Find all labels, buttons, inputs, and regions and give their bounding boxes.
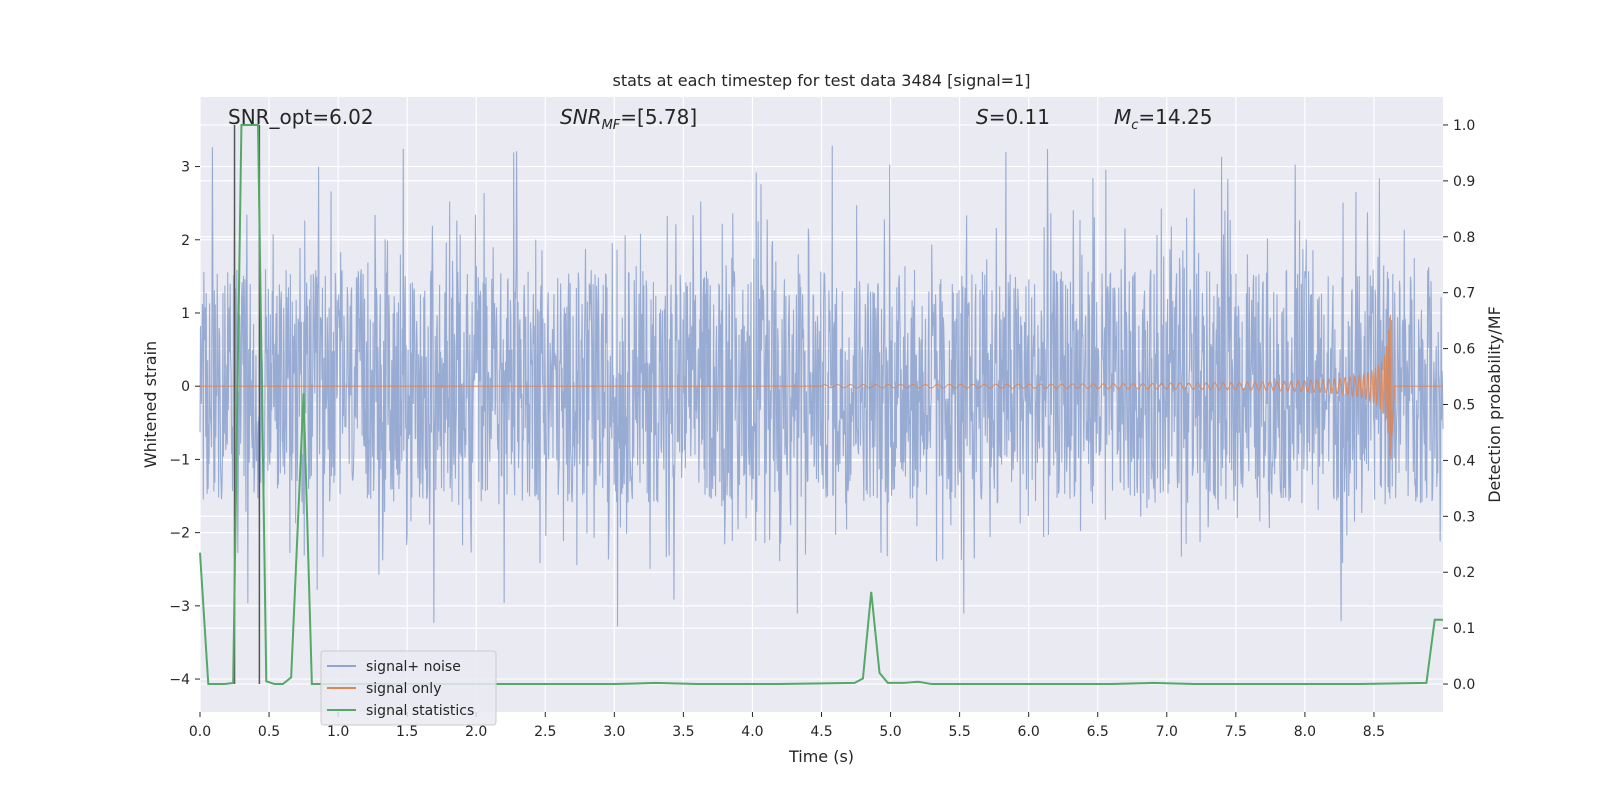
x-tick-label: 3.0 <box>603 724 625 740</box>
x-tick-label: 3.5 <box>672 724 694 740</box>
chart-title: stats at each timestep for test data 348… <box>612 71 1030 90</box>
x-tick-label: 2.5 <box>534 724 556 740</box>
x-tick-label: 0.0 <box>189 724 211 740</box>
annotation-s: S=0.11 <box>976 105 1050 129</box>
annotation-s-main: S <box>976 105 989 129</box>
x-tick-label: 6.5 <box>1087 724 1109 740</box>
y-tick-label: 0 <box>181 379 190 395</box>
x-tick-label: 7.5 <box>1225 724 1247 740</box>
y-right-tick-label: 0.9 <box>1453 174 1475 190</box>
annotation-snr-opt: SNR_opt=6.02 <box>228 105 374 129</box>
y-right-tick-label: 0.5 <box>1453 398 1475 414</box>
y-right-tick-label: 0.8 <box>1453 230 1475 246</box>
annotation-snr-mf-value: =[5.78] <box>620 105 697 129</box>
signal-statistics-line <box>199 123 1443 686</box>
y-right-tick-label: 0.2 <box>1453 565 1475 581</box>
signal-statistics-series <box>199 123 1443 686</box>
annotation-mc-sub: c <box>1131 118 1138 133</box>
signal-only-line <box>200 314 1443 460</box>
x-tick-label: 8.0 <box>1294 724 1316 740</box>
x-tick-label: 4.5 <box>810 724 832 740</box>
y-tick-label: −4 <box>169 672 190 688</box>
annotation-snr-mf: SNRMF=[5.78] <box>560 105 697 133</box>
legend: signal+ noise signal only signal statist… <box>320 650 497 726</box>
x-tick-label: 2.0 <box>465 724 487 740</box>
annotation-mc-main: M <box>1114 105 1131 129</box>
y-tick-label: −2 <box>169 526 190 542</box>
x-tick-label: 7.0 <box>1156 724 1178 740</box>
y-tick-label: 2 <box>181 233 190 249</box>
axis-ticks: 0.0 0.5 1.0 1.5 2.0 2.5 3.0 3.5 4.0 4.5 5.0 5.5 6.0 6… <box>169 118 1475 740</box>
y-right-tick-label: 0.0 <box>1453 677 1475 693</box>
annotation-snr-mf-main: SNR <box>560 105 602 129</box>
y-right-tick-label: 1.0 <box>1453 118 1475 134</box>
annotation-mc-value: =14.25 <box>1138 105 1212 129</box>
y-axis-label: Whitened strain <box>141 341 160 468</box>
legend-label-signal-noise: signal+ noise <box>366 659 461 675</box>
y-tick-label: 3 <box>181 160 190 176</box>
y-tick-label: 1 <box>181 306 190 322</box>
annotation-mc: Mc=14.25 <box>1114 105 1212 133</box>
x-tick-label: 8.5 <box>1363 724 1385 740</box>
legend-label-signal-statistics: signal statistics <box>366 703 474 719</box>
annotation-s-value: =0.11 <box>989 105 1050 129</box>
signal-noise-series <box>199 145 1444 627</box>
x-tick-label: 6.0 <box>1018 724 1040 740</box>
y-right-tick-label: 0.3 <box>1453 509 1475 525</box>
x-tick-label: 5.0 <box>879 724 901 740</box>
y-right-tick-label: 0.4 <box>1453 453 1475 469</box>
x-tick-label: 4.0 <box>741 724 763 740</box>
x-axis-label: Time (s) <box>788 747 854 766</box>
signal-noise-line <box>199 145 1444 627</box>
x-tick-label: 1.5 <box>396 724 418 740</box>
legend-box <box>320 650 497 726</box>
x-tick-label: 1.0 <box>327 724 349 740</box>
y-right-tick-label: 0.1 <box>1453 621 1475 637</box>
x-tick-label: 0.5 <box>258 724 280 740</box>
y-tick-label: −3 <box>169 599 190 615</box>
y-axis-right-label: Detection probability/MF <box>1485 306 1504 503</box>
signal-only-series <box>200 314 1443 460</box>
y-right-tick-label: 0.7 <box>1453 286 1475 302</box>
x-tick-label: 5.5 <box>948 724 970 740</box>
y-right-tick-label: 0.6 <box>1453 342 1475 358</box>
legend-label-signal-only: signal only <box>366 681 441 697</box>
annotation-snr-mf-sub: MF <box>602 118 621 133</box>
y-tick-label: −1 <box>169 452 190 468</box>
